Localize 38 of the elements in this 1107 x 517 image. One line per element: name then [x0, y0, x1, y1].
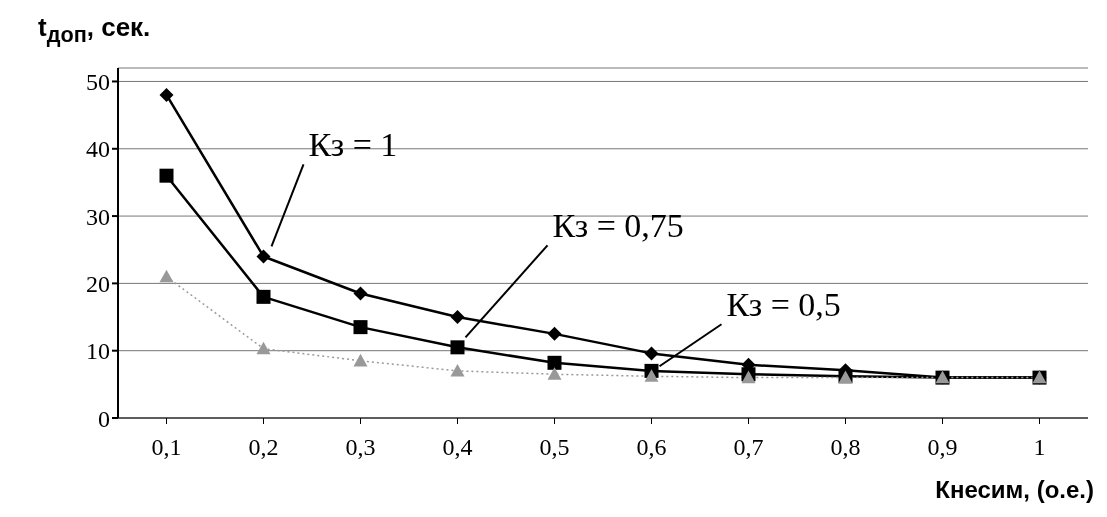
text: Кз = 1 [308, 126, 398, 164]
series-label: Кз = 0,5 [726, 286, 841, 324]
y-tick-label: 0 [98, 405, 110, 432]
x-axis-title: Кнесим, (о.е.) [935, 476, 1094, 504]
point [547, 355, 562, 370]
point [353, 286, 368, 301]
text: Кз = 0,75 [552, 207, 684, 245]
y-tick-label: 30 [86, 203, 110, 230]
x-tick-label: 0,1 [151, 434, 182, 461]
point [450, 340, 465, 355]
x-tick-label: 0,7 [733, 434, 764, 461]
point [450, 363, 465, 377]
point [159, 269, 174, 283]
x-tick-label: 1 [1033, 434, 1046, 461]
point [256, 341, 271, 355]
x-tick-label: 0,5 [539, 434, 570, 461]
y-tick-label: 20 [86, 270, 110, 297]
point [450, 310, 465, 325]
x-tick-label: 0,2 [248, 434, 279, 461]
point [353, 353, 368, 367]
point [256, 249, 271, 264]
x-tick-label: 0,6 [636, 434, 667, 461]
x-tick-label: 0,4 [442, 434, 473, 461]
point [353, 320, 368, 335]
y-tick-label: 10 [86, 338, 110, 365]
x-tick-label: 0,3 [345, 434, 376, 461]
x-tick-label: 0,8 [830, 434, 861, 461]
point [547, 367, 562, 380]
point [159, 168, 174, 183]
x-tick-label: 0,9 [927, 434, 958, 461]
point [644, 369, 659, 382]
point [256, 289, 271, 304]
point [159, 87, 174, 102]
point [547, 326, 562, 341]
point [644, 346, 659, 361]
y-tick-label: 50 [86, 68, 110, 95]
y-axis-title: t$_{доп}$, сек. [38, 12, 151, 49]
y-tick-label: 40 [86, 136, 110, 163]
